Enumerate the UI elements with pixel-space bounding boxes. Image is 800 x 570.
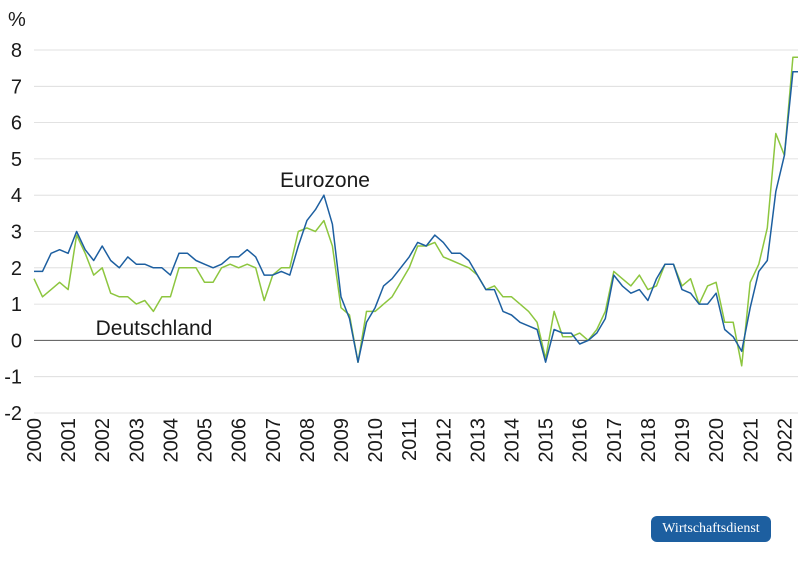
- x-tick-label: 2004: [160, 418, 182, 463]
- x-tick-label: 2007: [263, 418, 285, 463]
- series-lines: [33, 56, 798, 367]
- y-tick-label: -2: [4, 403, 22, 425]
- y-tick-label: 1: [11, 294, 22, 316]
- x-tick-label: 2000: [24, 418, 46, 463]
- x-tick-label: 2015: [536, 418, 558, 463]
- x-tick-label: 2021: [740, 418, 762, 463]
- x-tick-label: 2012: [433, 418, 455, 463]
- x-tick-label: 2001: [58, 418, 80, 463]
- x-tick-label: 2016: [570, 418, 592, 463]
- x-tick-label: 2014: [502, 418, 524, 463]
- annotation-eurozone: Eurozone: [280, 169, 370, 192]
- x-tick-label: 2003: [126, 418, 148, 463]
- x-tick-label: 2018: [638, 418, 660, 463]
- x-tick-label: 2011: [399, 418, 421, 461]
- x-tick-label: 2022: [774, 418, 796, 463]
- gridlines: [34, 49, 798, 414]
- y-tick-label: 8: [11, 40, 22, 62]
- x-tick-label: 2010: [365, 418, 387, 463]
- source-badge: Wirtschaftsdienst: [651, 516, 771, 542]
- x-tick-label: 2009: [331, 418, 353, 463]
- y-tick-label: -1: [4, 367, 22, 389]
- y-tick-label: 6: [11, 113, 22, 135]
- x-tick-label: 2017: [604, 418, 626, 463]
- y-unit-label: %: [8, 9, 26, 31]
- x-tick-label: 2002: [92, 418, 114, 463]
- y-tick-label: 2: [11, 258, 22, 280]
- x-tick-label: 2006: [229, 418, 251, 463]
- annotation-deutschland: Deutschland: [96, 317, 213, 340]
- x-tick-label: 2020: [706, 418, 728, 463]
- x-tick-labels: 2000 2001 2002 2003 2004 2005 2006 2007 2008 2009…: [24, 418, 796, 463]
- x-tick-label: 2019: [672, 418, 694, 463]
- y-tick-labels: -2 -1 0 1 2 3 4 5 6 7 8: [4, 40, 22, 425]
- y-tick-label: 3: [11, 222, 22, 244]
- y-tick-label: 5: [11, 149, 22, 171]
- series-line-eurozone: [34, 71, 798, 363]
- x-tick-label: 2008: [297, 418, 319, 463]
- y-tick-label: 4: [11, 185, 22, 207]
- y-tick-label: 7: [11, 76, 22, 98]
- y-tick-label: 0: [11, 330, 22, 352]
- x-tick-label: 2005: [195, 418, 217, 463]
- x-tick-label: 2013: [467, 418, 489, 463]
